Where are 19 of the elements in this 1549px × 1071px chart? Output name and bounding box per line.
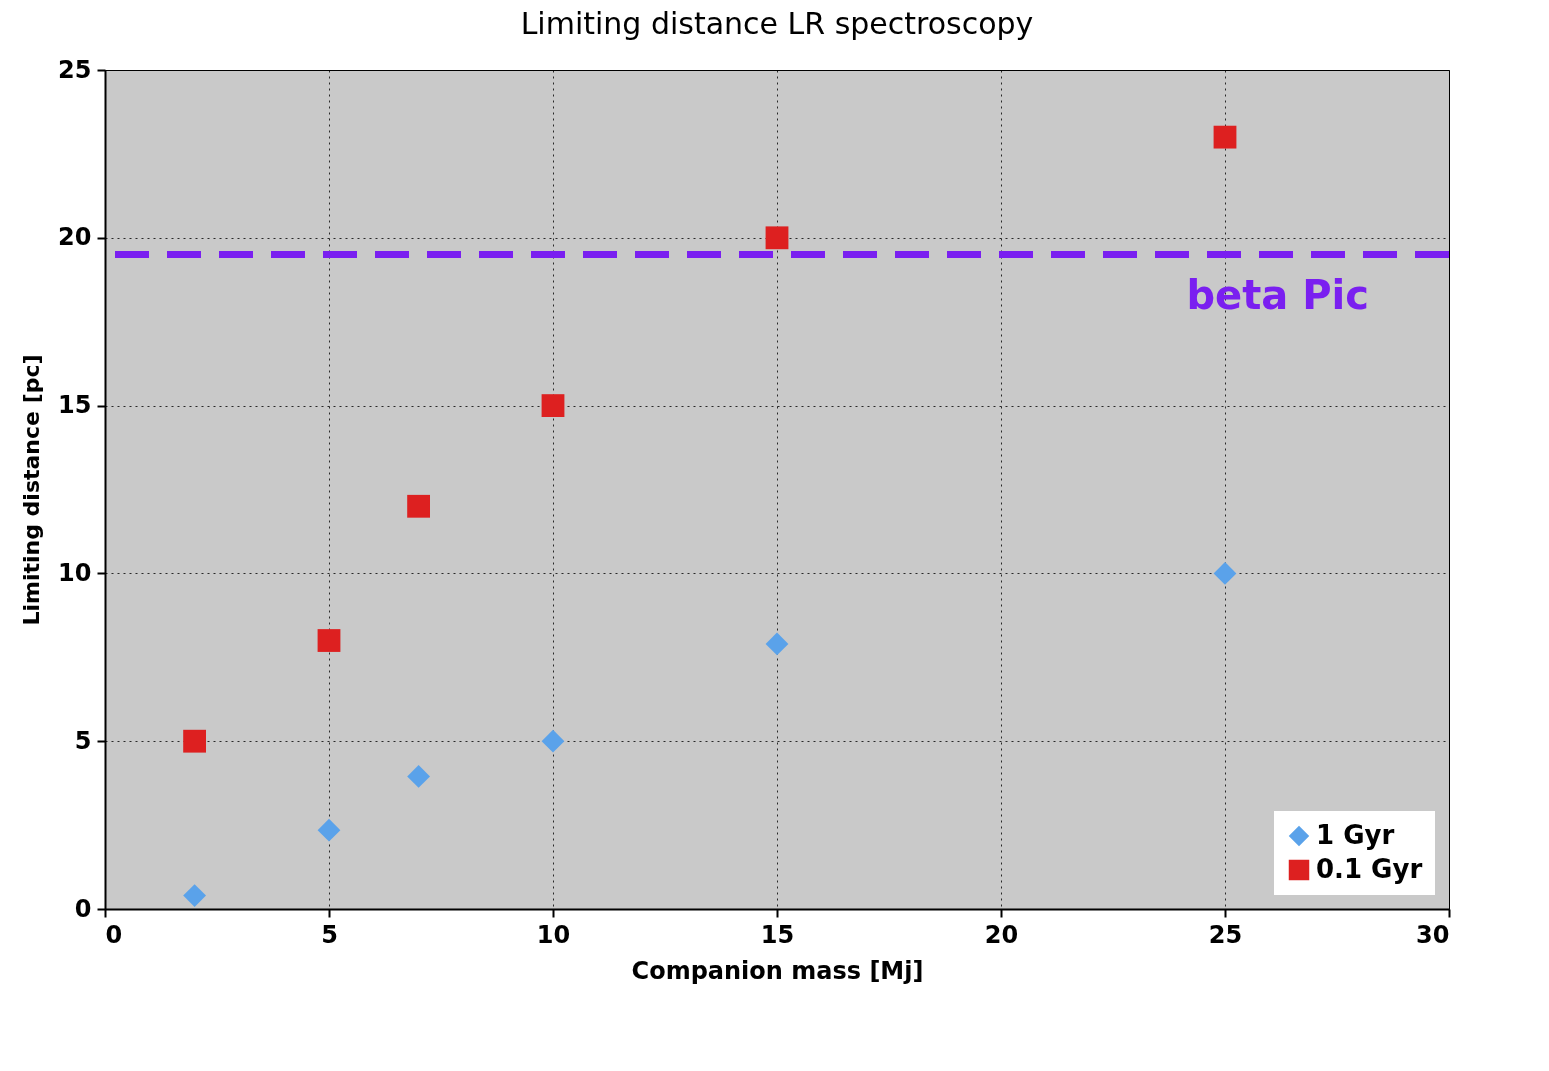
legend-label: 0.1 Gyr xyxy=(1316,854,1423,884)
y-tick-label: 5 xyxy=(74,726,92,755)
y-tick-label: 25 xyxy=(58,55,92,84)
legend-label: 1 Gyr xyxy=(1316,820,1395,850)
chart-title: Limiting distance LR spectroscopy xyxy=(520,6,1034,41)
x-tick-label: 10 xyxy=(536,920,571,949)
y-axis-title: Limiting distance [pc] xyxy=(19,354,45,626)
x-axis-title: Companion mass [Mj] xyxy=(631,956,924,985)
x-tick-label: 25 xyxy=(1208,920,1243,949)
x-tick-label: 20 xyxy=(984,920,1019,949)
y-tick-label: 0 xyxy=(74,894,92,923)
x-tick-label: 5 xyxy=(321,920,338,949)
x-tick-label: 30 xyxy=(1416,920,1450,949)
y-tick-label: 20 xyxy=(58,223,92,252)
x-tick-label: 0 xyxy=(105,920,123,949)
x-tick-label: 15 xyxy=(760,920,795,949)
y-tick-label: 10 xyxy=(58,558,92,587)
y-tick-label: 15 xyxy=(58,391,92,420)
ref-line-label: beta Pic xyxy=(1186,271,1369,318)
